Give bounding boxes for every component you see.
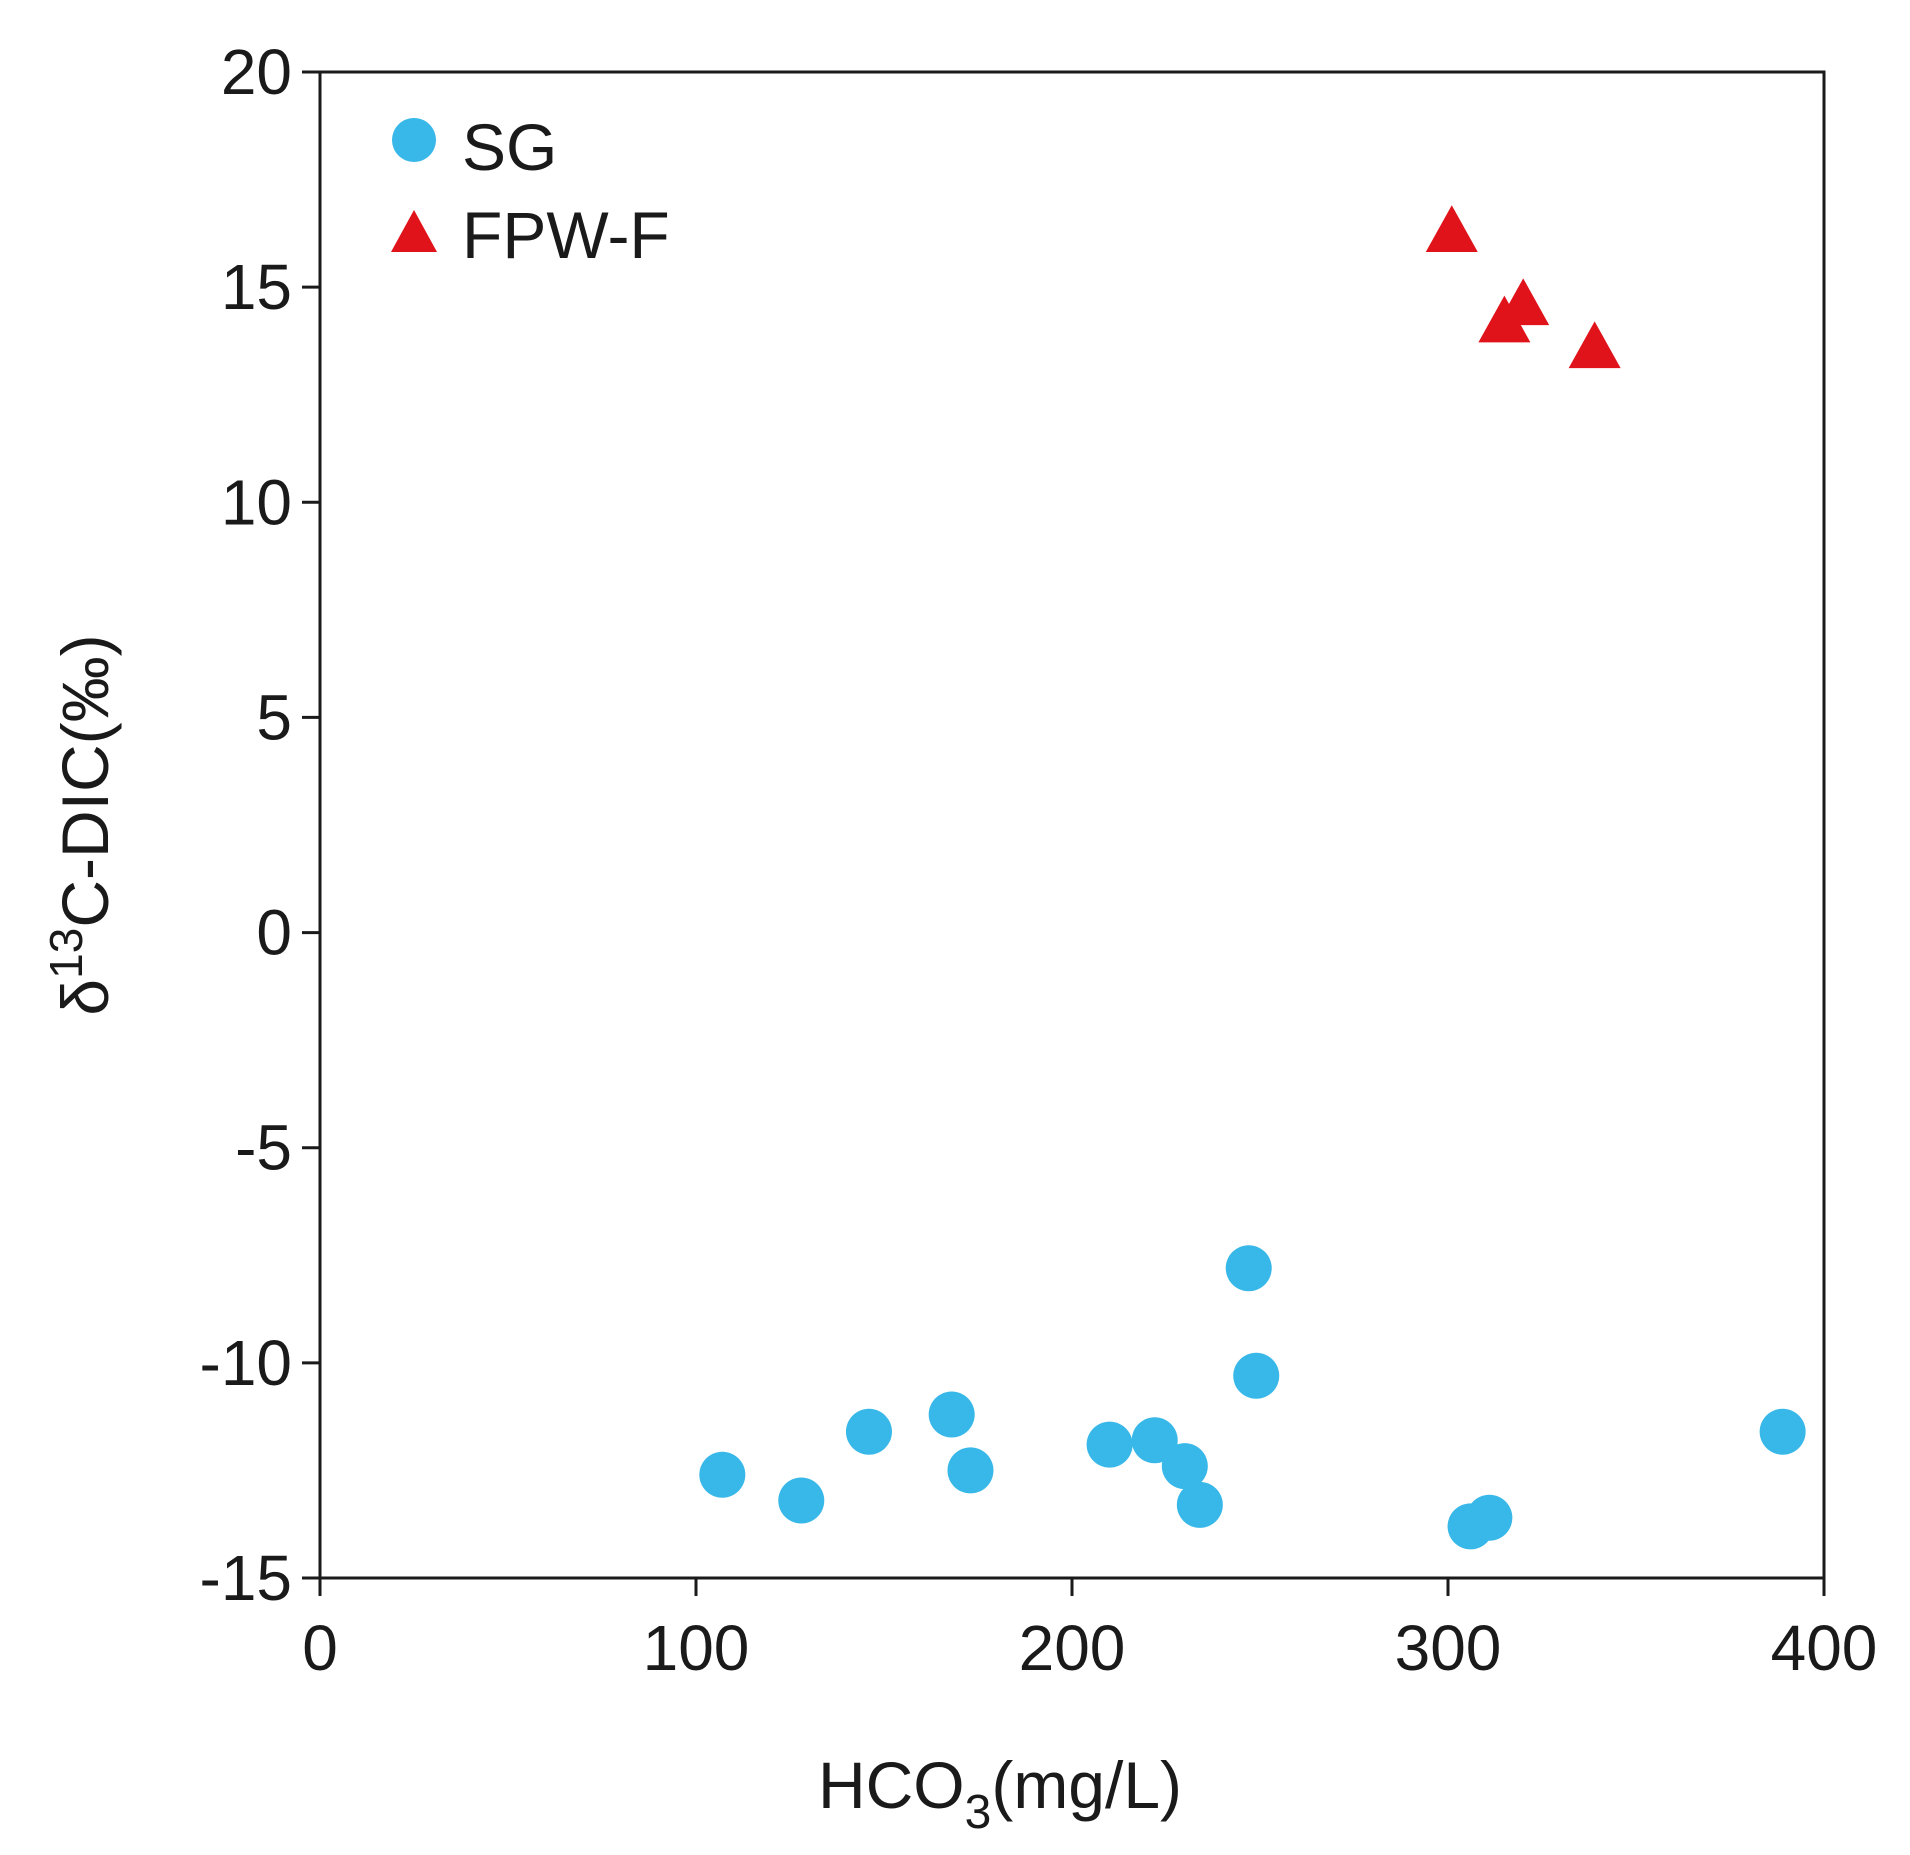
x-axis-title-main: HCO: [818, 1748, 965, 1822]
y-tick-label: 10: [221, 466, 292, 538]
y-tick-label: 20: [221, 36, 292, 108]
point-fpw-f: [1425, 205, 1478, 253]
x-axis-title: HCO3(mg/L): [818, 1748, 1182, 1839]
point-sg: [1086, 1421, 1133, 1468]
y-tick-label: 15: [221, 251, 292, 323]
point-sg: [1759, 1408, 1806, 1455]
legend-item-fpw-f: FPW-F: [391, 198, 670, 272]
legend-marker-sg: [392, 118, 436, 162]
point-sg: [699, 1451, 746, 1498]
y-tick-label: -15: [200, 1542, 293, 1614]
point-sg: [947, 1447, 994, 1494]
legend-label-fpw-f: FPW-F: [462, 198, 670, 272]
y-tick-label: -5: [235, 1112, 292, 1184]
legend-marker-fpw-f: [391, 210, 437, 252]
point-sg: [1225, 1245, 1272, 1292]
point-sg: [1176, 1481, 1223, 1528]
point-fpw-f: [1497, 278, 1550, 326]
x-tick-label: 300: [1395, 1612, 1502, 1684]
point-sg: [1466, 1494, 1513, 1541]
y-axis-title-superscript: 13: [40, 928, 92, 979]
x-axis-title-subscript: 3: [965, 1786, 992, 1839]
point-fpw-f: [1568, 321, 1621, 369]
x-axis-title-tail: (mg/L): [991, 1748, 1182, 1822]
plot-frame: [318, 70, 1826, 1580]
x-tick-label: 200: [1019, 1612, 1126, 1684]
y-axis-title-tail: C-DIC(‰): [48, 634, 122, 927]
data-points: [699, 205, 1806, 1550]
y-axis-title: δ13C-DIC(‰): [40, 634, 122, 1015]
y-axis-title-prefix: δ: [48, 979, 122, 1016]
x-axis-ticks: 0 100 200 300 400: [302, 1578, 1877, 1684]
legend: SG FPW-F: [391, 110, 670, 272]
point-sg: [778, 1477, 825, 1524]
point-sg: [928, 1391, 975, 1438]
x-tick-label: 100: [643, 1612, 750, 1684]
y-axis-ticks: -15 -10 -5 0 5 10 15 20: [200, 36, 320, 1614]
point-sg: [1131, 1417, 1178, 1464]
x-tick-label: 0: [302, 1612, 338, 1684]
point-sg: [845, 1408, 892, 1455]
legend-item-sg: SG: [392, 110, 557, 184]
point-sg: [1233, 1352, 1280, 1399]
point-sg: [1161, 1443, 1208, 1490]
y-tick-label: 5: [256, 681, 292, 753]
legend-label-sg: SG: [462, 110, 557, 184]
y-tick-label: 0: [256, 897, 292, 969]
x-tick-label: 400: [1771, 1612, 1878, 1684]
y-tick-label: -10: [200, 1327, 293, 1399]
